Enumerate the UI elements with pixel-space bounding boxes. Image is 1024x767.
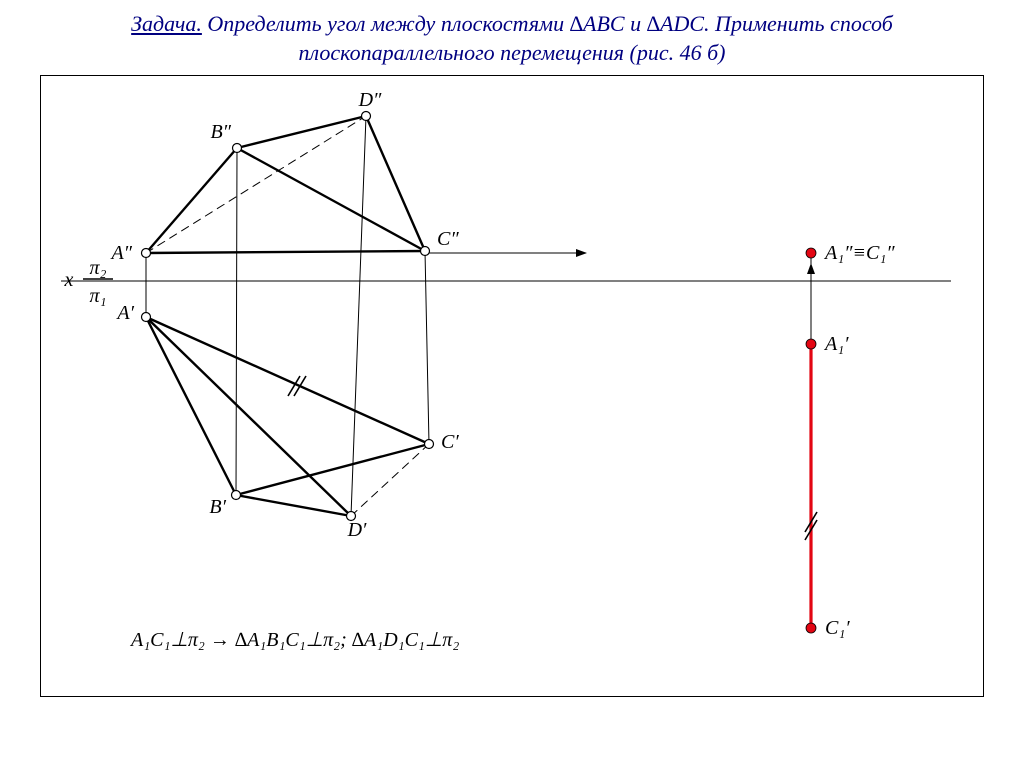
pt-B2 [233, 144, 242, 153]
lbl-C11: C₁′ [825, 617, 850, 639]
title-prefix: Задача. [131, 11, 202, 36]
pt-C2 [421, 247, 430, 256]
lbl-D2: D″ [358, 89, 382, 111]
lbl-C2: C″ [437, 228, 459, 250]
pt-A1 [142, 313, 151, 322]
lbl-C1: C′ [441, 431, 459, 453]
pt-A2 [142, 249, 151, 258]
pt-A11 [806, 339, 816, 349]
pt-B1 [232, 491, 241, 500]
title-rest: Определить угол между плоскостями ∆ABC и… [202, 11, 893, 65]
lbl-A2: A″ [109, 242, 132, 264]
pt-C1 [425, 440, 434, 449]
formula-text: A₁C₁⊥π₂ → ∆A₁B₁C₁⊥π₂; ∆A₁D₁C₁⊥π₂ [129, 629, 459, 651]
lbl-A12: A₁″≡C₁″ [823, 242, 895, 264]
problem-title: Задача. Определить угол между плоскостям… [0, 0, 1024, 67]
pt-A12 [806, 248, 816, 258]
lbl-B1: B′ [209, 496, 226, 518]
lbl-A1: A′ [115, 302, 134, 324]
diagram-svg: x π₂ π₁A″ B″ C″ D″ A′ B′ C′ D′ A₁″≡C₁″ A₁′ C₁′ A₁C₁⊥π… [41, 76, 985, 696]
pt-D2 [362, 112, 371, 121]
lbl-B2: B″ [210, 121, 231, 143]
pi1-label: π₁ [90, 285, 107, 307]
lbl-D1: D′ [347, 519, 367, 541]
pt-C11 [806, 623, 816, 633]
diagram-frame: x π₂ π₁A″ B″ C″ D″ A′ B′ C′ D′ A₁″≡C₁″ A₁′ C₁′ A₁C₁⊥π… [40, 75, 984, 697]
pi2-label: π₂ [90, 257, 107, 279]
lbl-A11: A₁′ [823, 333, 849, 355]
x-label: x [64, 269, 74, 291]
